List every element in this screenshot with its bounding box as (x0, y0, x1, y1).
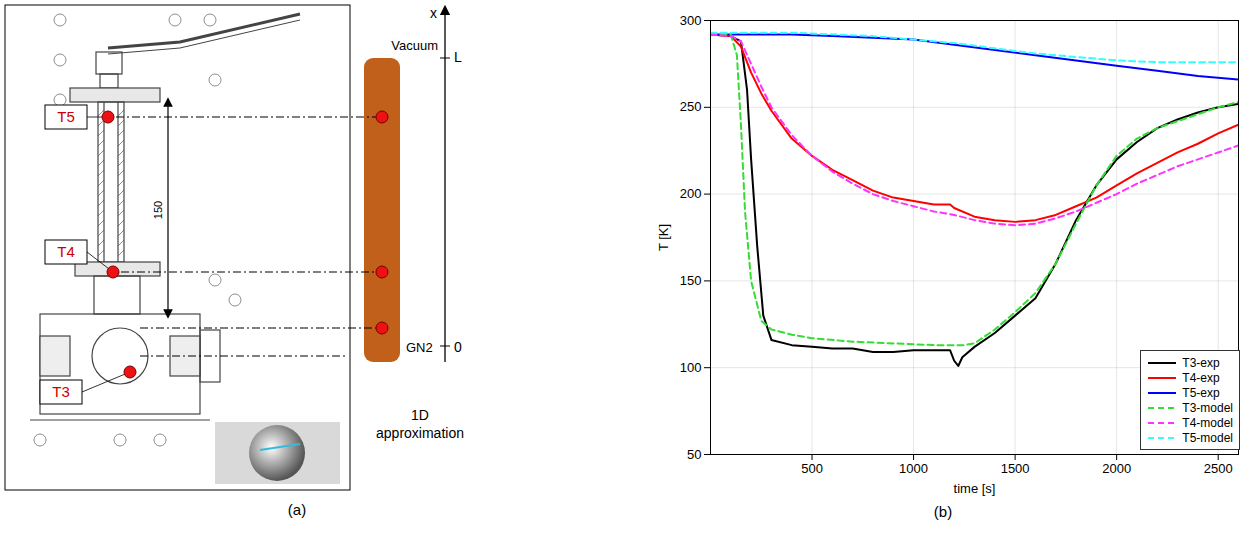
svg-text:200: 200 (680, 186, 702, 201)
html-text:T3-model: T3-model (1182, 400, 1233, 415)
svg-text:100: 100 (680, 360, 702, 375)
html-text:T4-exp: T4-exp (1182, 370, 1220, 385)
svg-text:50: 50 (687, 447, 701, 462)
html-text:T5-exp: T5-exp (1182, 385, 1220, 400)
html-text:T3-exp: T3-exp (1182, 355, 1220, 370)
svg-text:500: 500 (801, 461, 823, 476)
svg-text:time [s]: time [s] (954, 481, 996, 496)
svg-text:150: 150 (152, 201, 164, 219)
svg-text:300: 300 (680, 13, 702, 28)
svg-text:T4: T4 (57, 243, 75, 260)
html-text:T5-model: T5-model (1182, 430, 1233, 445)
html-text:T4-model: T4-model (1182, 415, 1233, 430)
svg-text:L: L (454, 49, 462, 65)
svg-text:2500: 2500 (1204, 461, 1233, 476)
svg-text:x: x (430, 5, 437, 21)
svg-text:2000: 2000 (1102, 461, 1131, 476)
svg-text:1000: 1000 (899, 461, 928, 476)
svg-text:GN2: GN2 (406, 340, 433, 355)
svg-text:T [K]: T [K] (656, 224, 671, 251)
svg-text:T3: T3 (52, 383, 70, 400)
svg-text:Vacuum: Vacuum (391, 38, 438, 53)
svg-text:0: 0 (454, 339, 462, 355)
svg-text:250: 250 (680, 99, 702, 114)
svg-text:150: 150 (680, 273, 702, 288)
svg-text:1500: 1500 (1001, 461, 1030, 476)
svg-text:T5: T5 (57, 108, 75, 125)
html-text:(b): (b) (933, 503, 953, 520)
svg-text:(a): (a) (288, 501, 306, 518)
svg-text:1Dapproximation: 1Dapproximation (376, 407, 464, 441)
